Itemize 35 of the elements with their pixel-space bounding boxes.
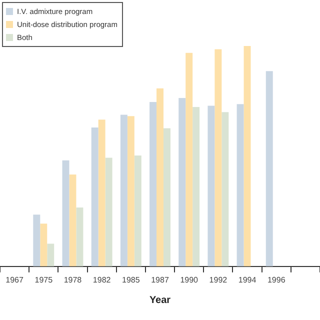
x-axis-title: Year <box>149 294 171 306</box>
x-tick-label: 1987 <box>151 275 170 284</box>
bar <box>47 244 54 266</box>
bar <box>192 107 200 266</box>
bar <box>150 102 157 266</box>
bar <box>186 52 193 266</box>
x-tick-label: 1975 <box>34 275 54 284</box>
bar <box>40 224 48 266</box>
bar <box>244 46 251 266</box>
x-tick-label: 1967 <box>6 275 24 284</box>
bar <box>120 114 128 266</box>
bar <box>62 160 70 266</box>
bar <box>76 208 84 266</box>
bar <box>208 106 215 266</box>
bar <box>156 88 164 266</box>
bar <box>222 112 229 266</box>
x-tick-label: 1990 <box>180 275 199 284</box>
bar <box>69 174 76 266</box>
bar <box>178 98 186 266</box>
x-tick-label: 1982 <box>92 275 112 284</box>
x-tick-label: 1996 <box>267 275 286 284</box>
x-tick-label: 1978 <box>64 275 82 284</box>
bar <box>236 104 244 266</box>
bar <box>127 116 134 266</box>
bar <box>98 120 106 266</box>
bar <box>266 71 273 266</box>
bar <box>214 49 222 266</box>
bar <box>91 128 98 266</box>
bar <box>134 156 142 266</box>
x-tick-label: 1994 <box>238 275 257 284</box>
bar <box>105 158 112 266</box>
x-tick-label: 1985 <box>122 275 140 284</box>
bar <box>163 128 170 266</box>
x-tick-label: 1992 <box>209 275 228 284</box>
bar <box>33 214 40 266</box>
